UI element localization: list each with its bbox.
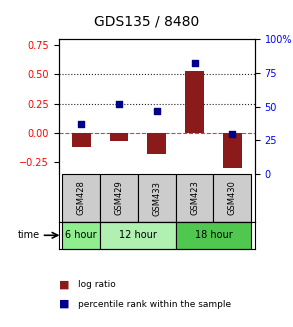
FancyBboxPatch shape (176, 222, 251, 249)
Bar (110, 133, 128, 141)
Text: ■: ■ (59, 299, 69, 309)
Point (79, 122, 84, 127)
Text: ■: ■ (59, 280, 69, 289)
FancyBboxPatch shape (213, 174, 251, 222)
FancyBboxPatch shape (176, 174, 213, 222)
Text: 18 hour: 18 hour (195, 230, 232, 240)
Bar (223, 133, 242, 168)
Text: GSM423: GSM423 (190, 181, 199, 215)
FancyBboxPatch shape (62, 174, 100, 222)
FancyBboxPatch shape (62, 222, 100, 249)
Text: percentile rank within the sample: percentile rank within the sample (78, 300, 231, 309)
FancyBboxPatch shape (100, 174, 138, 222)
Text: log ratio: log ratio (78, 280, 115, 289)
Bar (147, 133, 166, 154)
Text: time: time (18, 230, 40, 240)
Text: GSM428: GSM428 (77, 181, 86, 215)
Text: 6 hour: 6 hour (65, 230, 97, 240)
Text: GSM429: GSM429 (115, 181, 124, 215)
Text: GSM433: GSM433 (152, 181, 161, 215)
Point (154, 108, 159, 113)
FancyBboxPatch shape (138, 174, 176, 222)
Bar (72, 133, 91, 147)
Text: GSM430: GSM430 (228, 181, 237, 215)
Point (192, 61, 197, 66)
Point (117, 101, 121, 107)
Text: GDS135 / 8480: GDS135 / 8480 (94, 15, 199, 29)
Point (230, 131, 235, 136)
FancyBboxPatch shape (100, 222, 176, 249)
Bar (185, 71, 204, 133)
Text: 12 hour: 12 hour (119, 230, 157, 240)
